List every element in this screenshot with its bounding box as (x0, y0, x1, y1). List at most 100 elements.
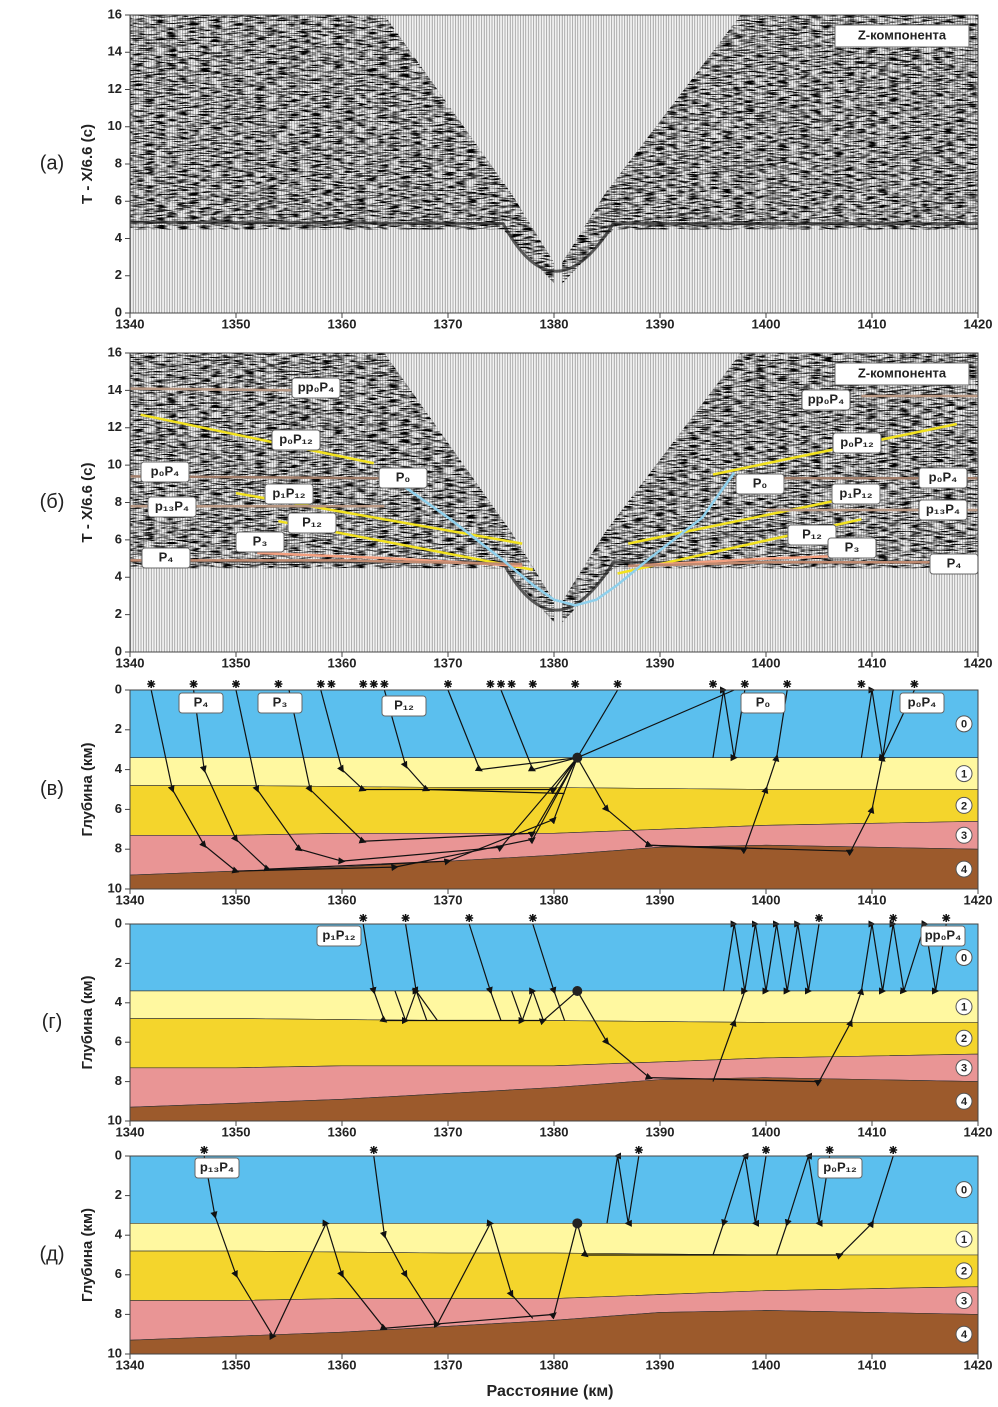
x-tick-label: 1420 (964, 892, 993, 907)
y-tick-label: 6 (115, 531, 122, 546)
label-box (287, 512, 337, 534)
y-tick-label: 12 (108, 81, 122, 96)
curve-label: pp₀P₄ (808, 391, 845, 406)
label-box (381, 695, 427, 717)
curve-label: p₀P₄ (151, 463, 180, 478)
label-box (918, 467, 968, 489)
ray (288, 689, 578, 844)
x-tick-label: 1410 (858, 892, 887, 907)
y-tick-label: 2 (115, 1187, 122, 1202)
panel: (б) T - X/6.6 (с) pp₀P₄ pp₀P₄ p₀P₁₂ p₀P₁₂ p₀P₄… (40, 344, 993, 670)
layer-label: 3 (961, 1063, 967, 1075)
x-tick-label: 1350 (222, 655, 251, 670)
shot-point (889, 914, 898, 922)
travel-time-curve (130, 559, 978, 568)
label-box (271, 429, 321, 451)
y-tick-label: 0 (115, 681, 122, 696)
label-box (378, 467, 428, 489)
y-tick-label: 10 (108, 1345, 122, 1360)
curve-label: p₁P₁₂ (839, 485, 872, 500)
ray-label: p₀P₁₂ (823, 1159, 857, 1174)
annotation: Z-компонента (858, 27, 947, 42)
curve-label: p₀P₁₂ (840, 434, 874, 449)
y-tick-label: 0 (115, 643, 122, 658)
ray (576, 689, 619, 758)
x-tick-label: 1400 (752, 1357, 781, 1372)
curve-label: P₀ (753, 475, 768, 490)
ray-label: P₃ (273, 694, 288, 709)
label-box (827, 537, 877, 559)
curve-label: P₄ (947, 555, 962, 570)
x-tick-label: 1390 (646, 316, 675, 331)
label-box (831, 483, 881, 505)
layer-badge (955, 1181, 973, 1199)
x-tick-label: 1420 (964, 316, 993, 331)
layer-badge (955, 1059, 973, 1077)
x-tick-label: 1370 (434, 655, 463, 670)
x-tick-label: 1340 (116, 1124, 145, 1139)
ray-label: P₄ (194, 694, 209, 709)
y-tick-label: 16 (108, 344, 122, 359)
panel-label: (г) (42, 1011, 63, 1033)
panel: (в) Глубина (км) 0 1 2 3 4 P₄ P₃ P₁₂ P₀ p₀P₄ 0 2 4 6 8 10… (40, 680, 992, 907)
x-tick-label: 1340 (116, 316, 145, 331)
layer-badge (955, 1029, 973, 1047)
layer-label: 0 (961, 952, 967, 964)
label-box (899, 692, 945, 714)
ray (320, 689, 578, 795)
x-tick-label: 1340 (116, 892, 145, 907)
ray (576, 1155, 894, 1260)
shot-point (380, 680, 389, 688)
x-tick-label: 1370 (434, 1124, 463, 1139)
curve-label: P₃ (253, 533, 268, 548)
shot-point (147, 680, 156, 688)
ray (383, 689, 565, 795)
layer-label: 2 (961, 800, 967, 812)
ray-label: P₁₂ (394, 697, 414, 712)
layer (129, 990, 979, 1023)
x-axis-label: Расстояние (км) (486, 1383, 613, 1400)
y-tick-label: 6 (115, 193, 122, 208)
ray (606, 1152, 640, 1227)
shot-point (316, 680, 325, 688)
label-box (194, 1157, 240, 1179)
travel-time-curve (129, 387, 978, 398)
y-tick-label: 4 (115, 994, 123, 1009)
ray-label: pp₀P₄ (925, 927, 962, 942)
panel: (а) T - X/6.6 (с)Z-компонента024681012141… (40, 6, 993, 331)
shot-point (359, 914, 368, 922)
y-tick-label: 2 (115, 721, 122, 736)
label-box (235, 531, 285, 553)
curve-label: P₃ (845, 539, 860, 554)
y-tick-label: 4 (115, 230, 123, 245)
panel-label: (б) (40, 491, 65, 513)
x-tick-label: 1380 (540, 316, 569, 331)
x-tick-label: 1420 (964, 655, 993, 670)
x-tick-label: 1390 (646, 1357, 675, 1372)
y-tick-label: 10 (108, 880, 122, 895)
shot-point (815, 914, 823, 922)
x-tick-label: 1400 (752, 1124, 781, 1139)
y-tick-label: 4 (115, 1227, 123, 1242)
shot-point (200, 1146, 209, 1154)
ray (712, 686, 746, 762)
ray (447, 689, 578, 772)
x-tick-label: 1410 (858, 1357, 887, 1372)
station (572, 1218, 583, 1229)
x-tick-label: 1420 (964, 1124, 993, 1139)
y-tick-label: 10 (108, 457, 122, 472)
y-tick-label: 14 (108, 44, 123, 59)
annotation-box (834, 362, 970, 386)
panel: (д) Глубина (км) 0 1 2 3 4 p₁₃P₄ p₀P₁₂ 0 2 4 6 8 10134… (40, 1146, 992, 1372)
label-box (832, 432, 882, 454)
x-tick-label: 1380 (540, 892, 569, 907)
x-tick-label: 1360 (328, 892, 357, 907)
x-tick-label: 1340 (116, 1357, 145, 1372)
y-axis-label: Глубина (км) (79, 1208, 96, 1302)
x-tick-label: 1390 (646, 1124, 675, 1139)
ray (193, 689, 578, 872)
layer-badge (955, 1292, 973, 1310)
shot-point (359, 680, 368, 688)
arrival (129, 559, 978, 612)
